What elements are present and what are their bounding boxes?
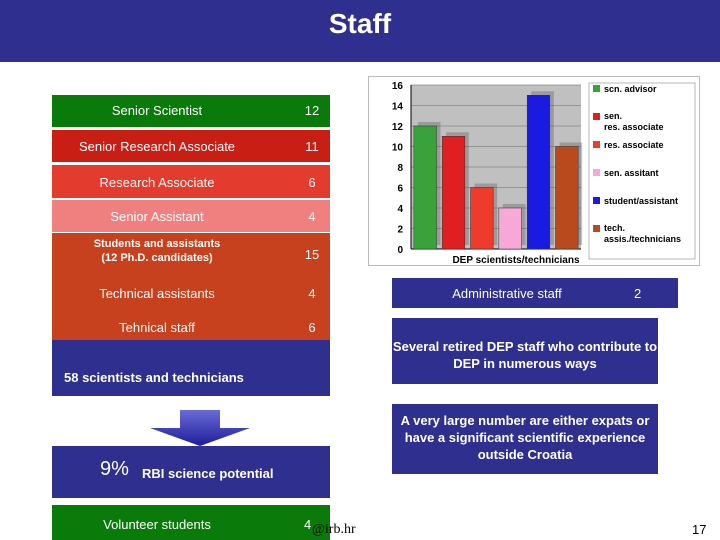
staff-row-label: Students and assistants xyxy=(93,238,221,250)
staff-row-senior-scientist: Senior Scientist 12 xyxy=(52,95,330,127)
volunteer-row: Volunteer students 4 xyxy=(52,505,330,540)
legend-swatch xyxy=(593,113,600,120)
bar-res-associate xyxy=(470,187,494,250)
legend-swatch xyxy=(593,225,600,232)
staff-row-sublabel: (12 Ph.D. candidates) xyxy=(101,252,213,264)
staff-row-label: Senior Assistant xyxy=(110,209,204,224)
potential-text: RBI science potential xyxy=(142,466,274,481)
y-tick-label: 4 xyxy=(397,204,403,215)
y-tick-label: 6 xyxy=(397,184,403,195)
bar-sen-res-associate xyxy=(441,136,466,250)
legend-label: scn. advisor xyxy=(604,84,657,94)
retired-info-text: Several retired DEP staff who contribute… xyxy=(392,339,658,371)
potential-box: 9% RBI science potential xyxy=(52,446,330,498)
summary-box: 58 scientists and technicians xyxy=(52,340,330,396)
email-fragment: @irb.hr xyxy=(312,522,356,537)
staff-row-research-associate: Research Associate 6 xyxy=(52,165,330,198)
retired-info-box: Several retired DEP staff who contribute… xyxy=(392,318,658,384)
legend-label: student/assistant xyxy=(604,196,678,206)
chart-frame: 0 2 4 6 8 10 12 14 16 DEP scientists/technicians s… xyxy=(368,76,700,266)
legend-label: assis./technicians xyxy=(604,234,681,244)
staff-row-value: 15 xyxy=(304,247,320,262)
legend-swatch xyxy=(593,85,600,92)
staff-row-label: Research Associate xyxy=(99,175,215,190)
staff-row-senior-assistant: Senior Assistant 4 xyxy=(52,200,330,232)
bar-chart: 0 2 4 6 8 10 12 14 16 DEP scientists/technicians s… xyxy=(392,81,696,266)
potential-percent: 9% xyxy=(100,458,129,480)
volunteer-label: Volunteer students xyxy=(103,517,211,532)
bar-sen-assitant xyxy=(498,207,522,250)
staff-group-other: Students and assistants (12 Ph.D. candid… xyxy=(52,233,330,340)
summary-text: 58 scientists and technicians xyxy=(64,370,244,385)
admin-value: 2 xyxy=(634,286,642,301)
legend-label: tech. xyxy=(604,223,625,233)
expats-info-box: A very large number are either expats or… xyxy=(392,404,658,474)
legend-label: sen. assitant xyxy=(604,168,659,178)
staff-row-value: 11 xyxy=(305,139,319,154)
staff-row-value: 4 xyxy=(308,209,316,224)
staff-row-label: Senior Research Associate xyxy=(78,139,236,154)
page-number: 17 xyxy=(692,522,707,537)
y-tick-label: 10 xyxy=(392,143,404,154)
legend-label: sen. xyxy=(604,111,622,121)
down-arrow-icon xyxy=(150,410,250,446)
staff-row-value: 12 xyxy=(304,103,320,118)
legend-swatch xyxy=(593,197,600,204)
staff-row-value: 6 xyxy=(308,175,316,190)
legend-swatch xyxy=(593,169,600,176)
staff-row-label: Senior Scientist xyxy=(111,103,203,118)
admin-label: Administrative staff xyxy=(452,286,562,301)
bar-scn-advisor xyxy=(413,125,437,250)
admin-box: Administrative staff 2 xyxy=(392,278,678,308)
expats-info-text: A very large number are either expats or… xyxy=(400,413,650,462)
staff-row-label: Technical assistants xyxy=(99,286,215,301)
y-tick-label: 14 xyxy=(392,102,404,113)
staff-row-value: 6 xyxy=(308,320,316,335)
header-bar: Staff xyxy=(0,0,720,62)
bar-student-assistant xyxy=(526,95,551,250)
y-tick-label: 2 xyxy=(397,225,403,236)
y-tick-label: 0 xyxy=(397,245,403,256)
legend-box xyxy=(588,82,696,260)
staff-row-senior-research-associate: Senior Research Associate 11 xyxy=(52,130,330,162)
staff-row-label: Tehnical staff xyxy=(119,320,195,335)
bar-tech-assis-technicians xyxy=(555,146,579,250)
legend-label: res. associate xyxy=(604,122,664,132)
y-tick-label: 16 xyxy=(392,81,404,92)
legend-label: res. associate xyxy=(604,140,664,150)
y-tick-label: 8 xyxy=(397,163,403,174)
page-title: Staff xyxy=(328,8,392,39)
y-tick-label: 12 xyxy=(392,122,404,133)
volunteer-value: 4 xyxy=(304,517,312,532)
staff-row-value: 4 xyxy=(308,286,316,301)
x-axis-label: DEP scientists/technicians xyxy=(452,255,580,265)
legend-swatch xyxy=(593,141,600,148)
